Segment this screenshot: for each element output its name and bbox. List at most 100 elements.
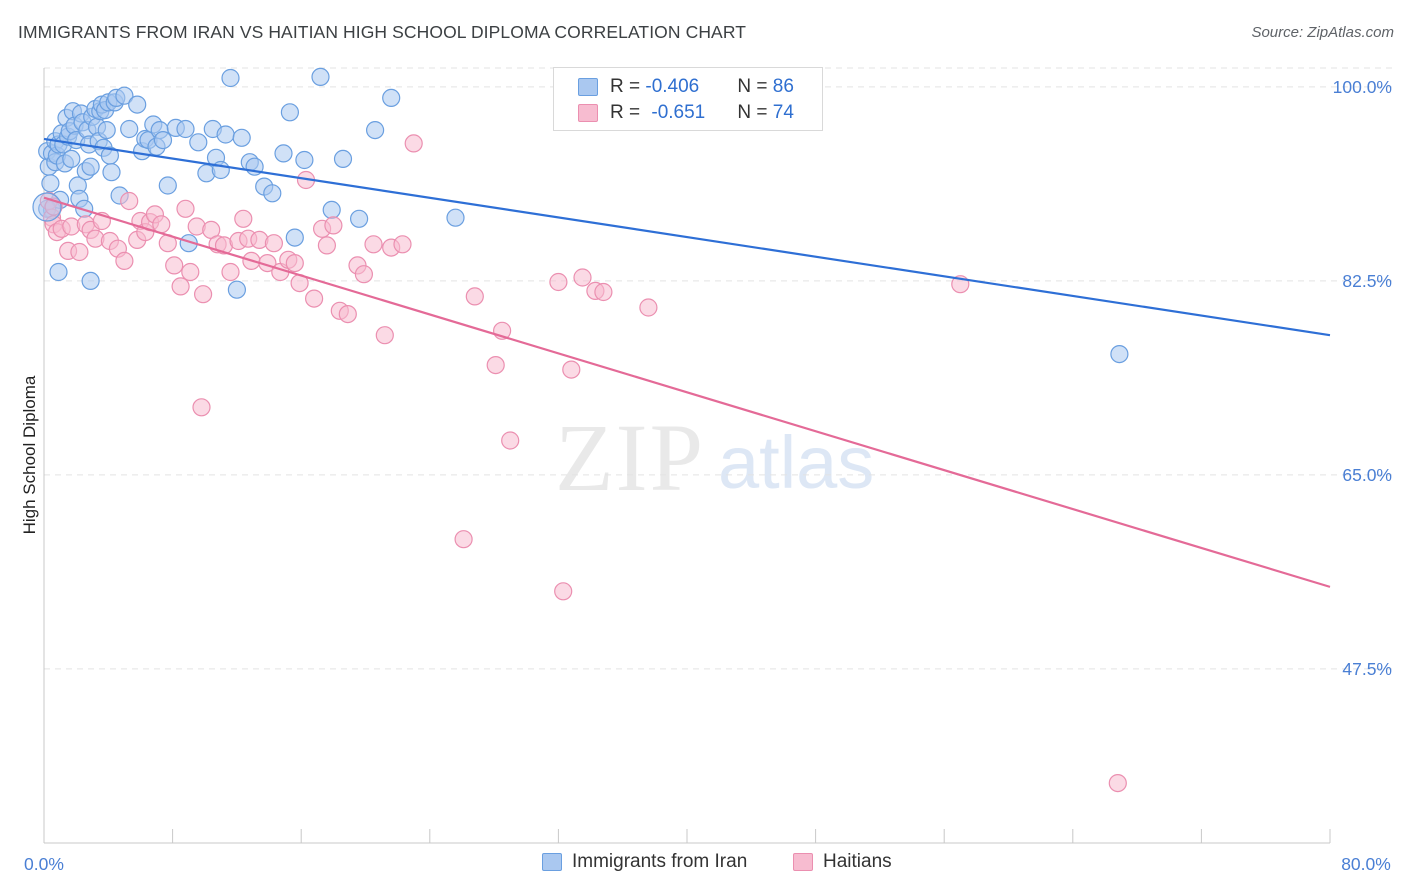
- watermark-zip: ZIP: [555, 404, 705, 511]
- bottom-swatch-iran: [542, 853, 562, 871]
- bottom-legend-iran: Immigrants from Iran: [542, 851, 747, 873]
- bottom-legend-label-haitians: Haitians: [823, 851, 892, 872]
- haitian-point: [338, 305, 357, 324]
- iran-point: [366, 121, 385, 140]
- iran-point: [115, 86, 134, 105]
- watermark-atlas: atlas: [718, 421, 874, 504]
- haitian-point: [393, 235, 412, 254]
- iran-point: [274, 144, 293, 163]
- legend-r-label: R =: [610, 102, 646, 123]
- haitian-point: [264, 234, 283, 253]
- iran-point: [382, 88, 401, 108]
- bottom-legend-haitians: Haitians: [793, 851, 892, 873]
- iran-point: [153, 131, 173, 150]
- haitian-point: [115, 251, 134, 270]
- legend-r-value-haitians: -0.651: [651, 102, 706, 123]
- y-tick-label: 47.5%: [1342, 659, 1392, 679]
- haitian-point: [562, 360, 581, 379]
- haitian-point: [594, 282, 613, 302]
- haitian-point: [549, 272, 568, 292]
- iran-point: [295, 150, 314, 170]
- iran-point: [41, 174, 60, 193]
- legend-swatch-iran: [578, 78, 598, 96]
- y-tick-label: 82.5%: [1342, 271, 1392, 291]
- haitian-point: [1108, 773, 1127, 793]
- haitian-point: [354, 265, 373, 284]
- iran-point: [32, 192, 62, 222]
- legend-row-haitians: R = -0.651 N = 74: [578, 101, 794, 125]
- iran-point: [280, 103, 299, 122]
- haitian-point: [176, 199, 195, 218]
- iran-point: [62, 149, 81, 168]
- iran-point: [311, 67, 330, 87]
- legend-n-value-haitians: 74: [772, 102, 794, 123]
- haitian-point: [486, 356, 505, 375]
- haitian-point: [192, 398, 211, 417]
- haitian-point: [194, 285, 213, 304]
- haitian-point: [171, 277, 190, 296]
- legend-row-iran: R = -0.406 N = 86: [578, 75, 794, 99]
- legend-n-label: N =: [737, 76, 773, 97]
- iran-point: [49, 262, 68, 282]
- iran-point: [227, 280, 246, 299]
- iran-point: [1110, 345, 1129, 364]
- iran-point: [333, 149, 353, 168]
- chart-title: IMMIGRANTS FROM IRAN VS HAITIAN HIGH SCH…: [18, 22, 747, 42]
- haitian-point: [554, 582, 573, 601]
- x-tick-label-max: 80.0%: [1341, 854, 1391, 874]
- y-tick-label: 100.0%: [1333, 77, 1392, 97]
- iran-point: [189, 133, 208, 152]
- iran-point: [216, 125, 235, 144]
- x-tick-label-min: 0.0%: [24, 854, 64, 874]
- legend-r-value-iran: -0.406: [645, 76, 700, 97]
- x-axis-ticks: [43, 829, 1331, 843]
- bottom-legend-label-iran: Immigrants from Iran: [572, 851, 748, 872]
- haitian-point: [375, 326, 394, 345]
- haitian-point: [221, 262, 240, 282]
- y-axis-label: High School Diploma: [20, 375, 39, 534]
- haitian-point: [70, 242, 89, 262]
- iran-point: [263, 184, 282, 203]
- iran-point: [81, 271, 100, 290]
- iran-point: [176, 119, 195, 139]
- iran-point: [97, 121, 116, 140]
- iran-point: [102, 163, 121, 182]
- bottom-swatch-haitians: [793, 853, 813, 871]
- iran-point: [232, 128, 251, 147]
- haitian-point: [639, 298, 658, 317]
- iran-point: [350, 209, 369, 228]
- y-tick-label: 65.0%: [1342, 465, 1392, 485]
- stats-legend: R = -0.406 N = 86 R = -0.651 N = 74: [553, 67, 823, 131]
- iran-point: [221, 68, 240, 88]
- iran-trend-line: [43, 137, 1331, 337]
- haitian-point: [573, 268, 592, 287]
- haitian-point: [152, 215, 171, 234]
- iran-point: [322, 200, 341, 219]
- haitian-point: [454, 530, 473, 549]
- source-label: Source: ZipAtlas.com: [1251, 24, 1394, 41]
- iran-point: [120, 119, 139, 139]
- haitian-point: [501, 431, 520, 450]
- haitian-point: [285, 254, 304, 273]
- iran-point: [158, 176, 177, 195]
- legend-r-label: R =: [610, 76, 646, 97]
- haitian-point: [181, 262, 200, 282]
- haitian-trend-line: [43, 196, 1331, 588]
- haitian-point: [234, 209, 253, 228]
- legend-swatch-haitians: [578, 104, 598, 122]
- haitian-point: [404, 134, 423, 153]
- haitian-point: [120, 191, 139, 211]
- haitian-point: [324, 216, 343, 235]
- iran-point: [285, 228, 304, 247]
- iran-point: [128, 95, 147, 114]
- haitian-point: [465, 287, 484, 306]
- iran-point: [81, 157, 100, 176]
- haitian-point: [305, 289, 324, 308]
- haitian-point: [317, 236, 336, 255]
- trend-lines: [43, 137, 1331, 588]
- legend-n-value-iran: 86: [772, 76, 794, 97]
- iran-point: [446, 208, 465, 227]
- haitian-point: [165, 256, 184, 275]
- y-tick-labels: 100.0% 82.5% 65.0% 47.5%: [1333, 77, 1392, 679]
